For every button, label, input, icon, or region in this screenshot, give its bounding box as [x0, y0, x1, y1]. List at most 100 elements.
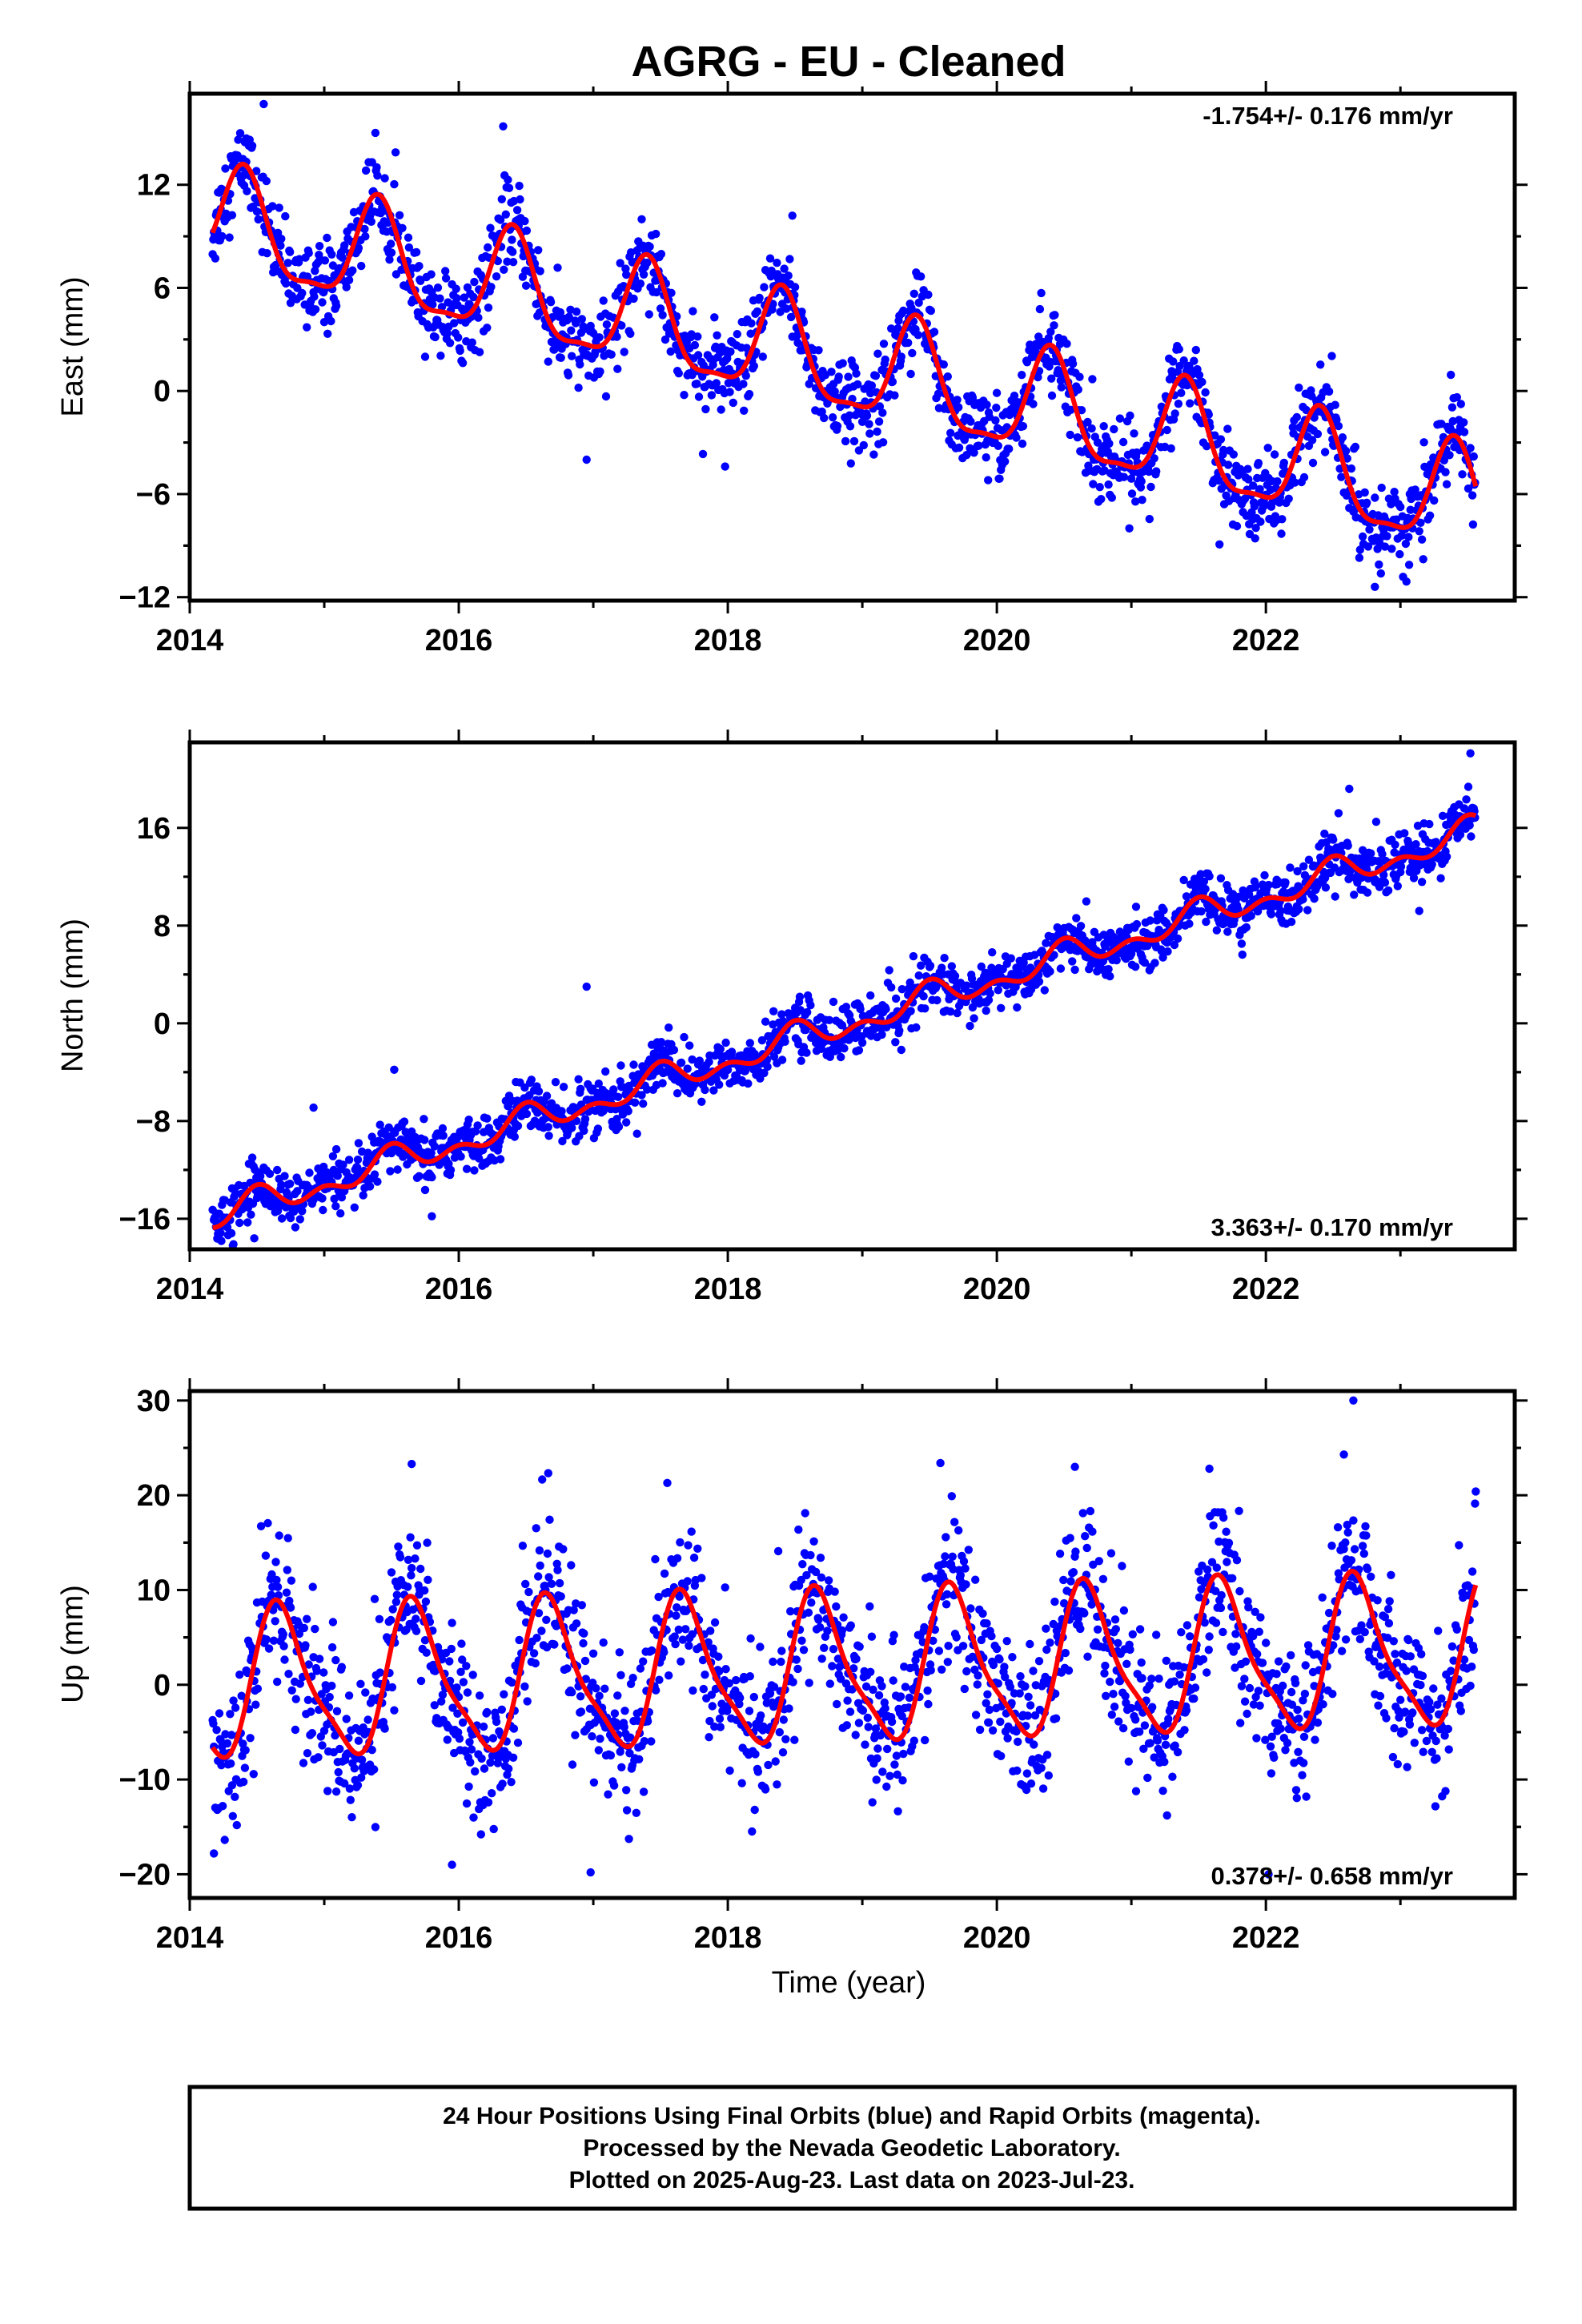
- north-point: [1046, 967, 1054, 976]
- north-point: [744, 1079, 753, 1088]
- east-point: [227, 211, 237, 219]
- east-point: [354, 243, 363, 252]
- east-point: [1299, 472, 1309, 482]
- up-point: [1153, 1736, 1162, 1745]
- north-point: [1417, 878, 1427, 887]
- up-point: [823, 1626, 832, 1635]
- east-point: [564, 371, 573, 380]
- up-point: [996, 1717, 1005, 1727]
- north-point: [1205, 872, 1214, 881]
- east-point: [1179, 356, 1188, 365]
- east-point: [456, 346, 464, 356]
- east-point: [484, 243, 492, 252]
- east-point: [508, 258, 518, 267]
- up-point: [232, 1820, 241, 1830]
- up-point: [328, 1618, 338, 1626]
- up-point: [777, 1647, 786, 1655]
- up-point: [422, 1648, 431, 1657]
- north-point: [265, 1169, 275, 1179]
- north-point: [350, 1203, 359, 1212]
- north-ylabel: North (mm): [56, 919, 90, 1072]
- up-point: [1180, 1726, 1189, 1735]
- east-point: [327, 316, 335, 326]
- east-point: [693, 332, 702, 341]
- up-point: [689, 1553, 699, 1562]
- north-rate-label: 3.363+/- 0.170 mm/yr: [1211, 1213, 1453, 1241]
- up-point: [412, 1626, 421, 1635]
- north-model-line: [211, 812, 1477, 1231]
- east-point: [475, 348, 484, 356]
- east-point: [415, 262, 424, 271]
- north-point: [1173, 934, 1182, 943]
- north-point: [1040, 986, 1050, 995]
- east-point: [637, 215, 646, 223]
- east-point: [508, 235, 516, 244]
- up-point: [508, 1678, 516, 1687]
- up-point: [769, 1657, 777, 1667]
- east-point: [1338, 433, 1347, 442]
- east-point: [443, 329, 452, 338]
- north-point: [639, 1100, 648, 1108]
- east-point: [460, 293, 468, 302]
- up-point: [477, 1754, 486, 1763]
- east-plot-frame: [187, 91, 1517, 603]
- north-outlier-point: [428, 1212, 436, 1221]
- up-point: [327, 1681, 336, 1691]
- up-point: [1080, 1609, 1089, 1618]
- east-point: [1284, 494, 1293, 503]
- up-point: [513, 1739, 523, 1747]
- up-point: [282, 1588, 291, 1597]
- up-point: [926, 1666, 936, 1675]
- east-point: [1144, 467, 1154, 476]
- up-point: [447, 1644, 456, 1654]
- east-point: [652, 287, 661, 297]
- up-point: [423, 1538, 432, 1547]
- north-point: [624, 1107, 632, 1116]
- east-point: [1302, 405, 1311, 415]
- east-point: [817, 407, 826, 416]
- east-point: [372, 163, 381, 172]
- north-point: [551, 1078, 560, 1087]
- east-point: [357, 261, 366, 271]
- east-point: [1270, 450, 1279, 459]
- north-point: [1427, 860, 1436, 869]
- up-point: [764, 1760, 773, 1770]
- north-point: [697, 1097, 706, 1107]
- up-point: [347, 1813, 356, 1822]
- up-point: [898, 1776, 907, 1785]
- east-point: [1468, 520, 1478, 529]
- up-point: [1076, 1624, 1085, 1634]
- up-point: [737, 1779, 746, 1787]
- north-point: [629, 1060, 638, 1069]
- north-point: [216, 1228, 225, 1237]
- east-point: [1166, 444, 1175, 453]
- up-point: [1021, 1682, 1030, 1691]
- north-point: [544, 1132, 553, 1140]
- north-point: [914, 971, 923, 980]
- north-outlier-point: [1466, 749, 1475, 758]
- east-point: [1088, 375, 1097, 384]
- east-point: [652, 229, 661, 239]
- up-point: [681, 1625, 690, 1634]
- north-point: [400, 1117, 409, 1126]
- up-point: [923, 1686, 932, 1695]
- north-point: [1409, 874, 1419, 883]
- up-point: [882, 1782, 891, 1791]
- up-point: [572, 1619, 581, 1628]
- north-point: [1112, 955, 1121, 965]
- north-point: [1281, 878, 1290, 887]
- up-point: [632, 1808, 640, 1817]
- north-point: [994, 986, 1003, 995]
- north-point: [1334, 809, 1343, 818]
- up-point: [950, 1518, 959, 1526]
- north-point: [235, 1218, 244, 1228]
- east-point: [283, 259, 292, 267]
- up-point: [327, 1642, 337, 1652]
- north-point: [1082, 897, 1091, 906]
- east-point: [970, 448, 978, 457]
- east-point: [483, 324, 492, 332]
- east-point: [320, 256, 330, 265]
- north-point: [685, 1041, 694, 1050]
- up-point: [1042, 1751, 1052, 1759]
- up-point: [710, 1618, 720, 1627]
